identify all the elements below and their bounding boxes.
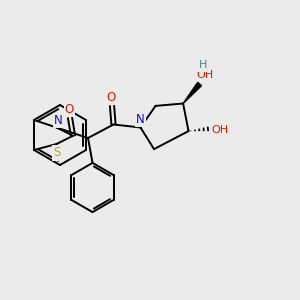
Text: N: N (136, 112, 145, 126)
Text: OH: OH (211, 125, 228, 135)
Text: O: O (65, 103, 74, 116)
Text: H: H (199, 60, 207, 70)
Text: S: S (53, 146, 61, 160)
Polygon shape (183, 82, 202, 103)
Text: N: N (54, 114, 62, 128)
Text: O: O (107, 91, 116, 104)
Text: OH: OH (196, 70, 214, 80)
